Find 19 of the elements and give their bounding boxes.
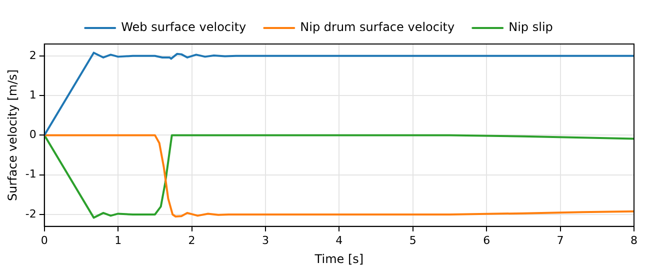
- x-tick-label: 8: [630, 234, 638, 247]
- y-tick-label: -1: [25, 168, 36, 181]
- y-tick-label: 1: [29, 88, 36, 102]
- y-tick-label: 0: [29, 128, 36, 142]
- x-axis-title: Time [s]: [314, 252, 364, 266]
- x-tick-label: 1: [114, 234, 122, 247]
- legend-label: Nip drum surface velocity: [300, 20, 455, 34]
- y-tick-label: 2: [29, 48, 36, 62]
- x-tick-label: 6: [483, 234, 490, 247]
- x-tick-label: 7: [556, 234, 564, 247]
- legend-label: Web surface velocity: [121, 20, 246, 34]
- x-tick-label: 0: [40, 234, 48, 247]
- x-tick-label: 2: [188, 234, 196, 247]
- x-tick-label: 5: [409, 234, 416, 247]
- x-tick-label: 3: [262, 234, 269, 247]
- y-tick-label: -2: [25, 207, 36, 220]
- y-axis-title: Surface velocity [m/s]: [5, 69, 20, 201]
- legend-label: Nip slip: [508, 20, 553, 34]
- x-tick-label: 4: [336, 234, 343, 247]
